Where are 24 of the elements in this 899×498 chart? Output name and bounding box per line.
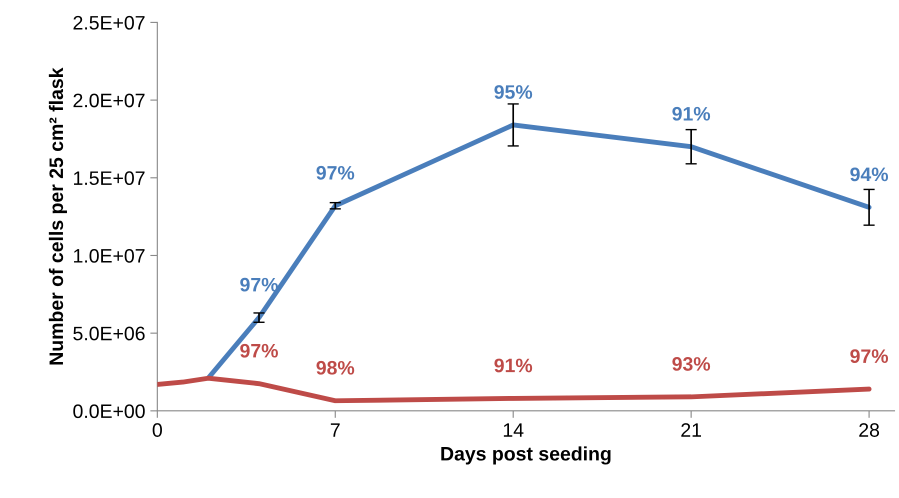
y-tick-label: 2.5E+07 <box>74 16 145 30</box>
annotation: 97% <box>850 349 888 364</box>
x-tick-label: 7 <box>330 423 340 437</box>
annotation: 91% <box>672 106 710 121</box>
y-tick-label: 1.5E+07 <box>74 171 145 186</box>
annotation: 94% <box>850 167 888 182</box>
annotation: 97% <box>316 166 354 180</box>
x-tick-label: 0 <box>152 423 162 437</box>
y-tick-label: 2.0E+07 <box>74 94 145 108</box>
x-tick-label: 28 <box>859 423 880 437</box>
y-tick-label: 1.0E+07 <box>74 248 145 263</box>
annotation: 98% <box>316 360 354 375</box>
y-tick-label: 0.0E+00 <box>73 404 145 418</box>
annotation: 95% <box>494 85 532 99</box>
x-axis-title: Days post seeding <box>441 446 611 465</box>
y-axis-title: Number of cells per 25 cm² flask <box>48 67 67 364</box>
x-tick-label: 21 <box>681 423 702 437</box>
annotation: 91% <box>494 358 532 372</box>
x-tick-label: 14 <box>504 423 524 437</box>
line-series <box>157 376 872 404</box>
y-tick-label: 5.0E+06 <box>73 326 145 340</box>
annotation: 97% <box>240 344 278 358</box>
annotation: 93% <box>672 357 710 371</box>
annotation: 97% <box>240 278 278 292</box>
